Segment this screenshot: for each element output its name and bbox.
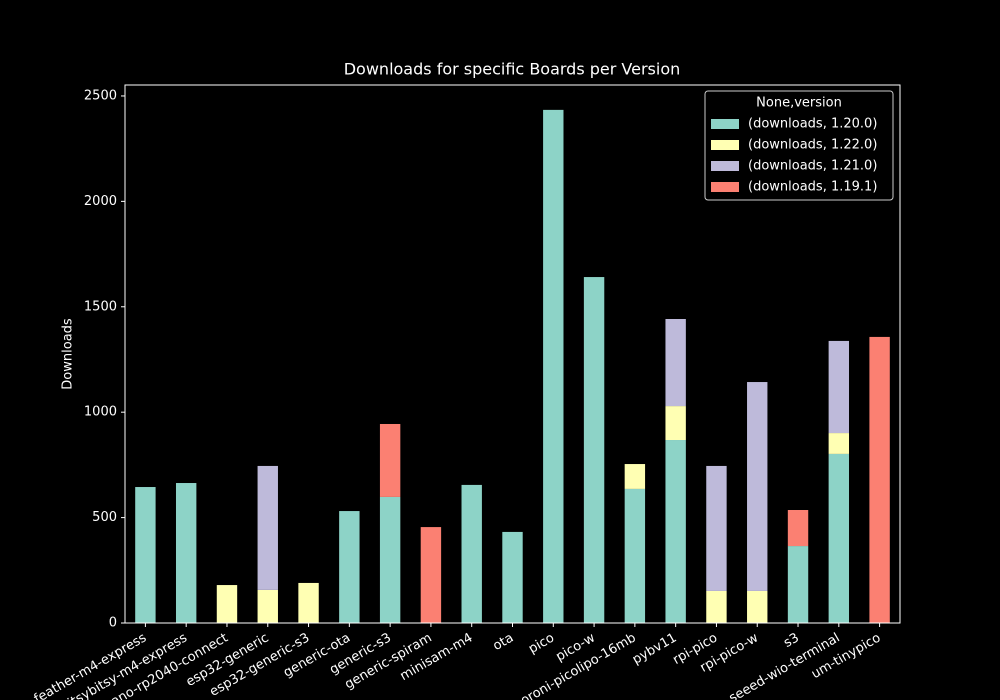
bar-segment xyxy=(665,406,686,441)
y-tick-label: 1500 xyxy=(84,299,117,314)
y-tick-label: 500 xyxy=(92,510,117,525)
legend-label: (downloads, 1.20.0) xyxy=(748,117,877,132)
bar-segment xyxy=(257,589,278,623)
chart-title: Downloads for specific Boards per Versio… xyxy=(344,60,681,79)
bar-segment xyxy=(461,484,482,623)
plot-frame xyxy=(124,84,901,624)
bar-segment xyxy=(828,433,850,454)
bar-segment xyxy=(379,496,401,623)
x-tick-label: pimoroni-picolipo-16mb xyxy=(497,631,639,700)
bar-segment xyxy=(216,585,238,623)
legend-swatch xyxy=(711,161,739,171)
x-tick-label: s3 xyxy=(781,631,802,652)
y-tick-label: 2500 xyxy=(84,88,117,103)
x-tick-label: pico xyxy=(526,630,557,656)
legend-title: None,version xyxy=(756,96,842,111)
legend-label: (downloads, 1.22.0) xyxy=(748,138,877,153)
legend-box xyxy=(704,90,894,201)
bar-segment xyxy=(502,531,523,623)
bar-segment xyxy=(747,382,768,591)
legend-label: (downloads, 1.19.1) xyxy=(748,180,877,195)
bar-segment xyxy=(420,527,442,623)
bar-segment xyxy=(298,582,319,623)
legend-swatch xyxy=(711,119,739,129)
bar-segment xyxy=(706,465,727,591)
bar-segment xyxy=(747,590,768,623)
legend-swatch xyxy=(711,182,739,192)
bar-segment xyxy=(869,336,890,623)
bar-segment xyxy=(624,488,646,623)
bar-segment xyxy=(583,277,605,623)
bar-segment xyxy=(543,109,564,624)
bar-segment xyxy=(624,464,646,489)
bar-segment xyxy=(665,319,686,407)
legend-swatch xyxy=(711,140,739,150)
bar-segment xyxy=(665,440,686,623)
bar-segment xyxy=(787,510,809,547)
bar-segment xyxy=(828,453,850,623)
y-axis-label: Downloads xyxy=(61,318,76,390)
legend-label: (downloads, 1.21.0) xyxy=(748,159,877,174)
x-tick-label: ota xyxy=(491,631,517,655)
y-tick-label: 1000 xyxy=(84,405,117,420)
bar-segment xyxy=(257,465,278,590)
bar-segment xyxy=(828,340,850,434)
y-tick-label: 2000 xyxy=(84,194,117,209)
bar-segment xyxy=(175,483,197,623)
y-tick-label: 0 xyxy=(109,616,117,631)
bar-segment xyxy=(339,511,360,623)
bar-segment xyxy=(135,487,156,623)
bar-segment xyxy=(706,590,727,623)
x-tick-label: pybv11 xyxy=(630,631,679,668)
bar-segment xyxy=(379,423,401,497)
bar-segment xyxy=(787,546,809,623)
